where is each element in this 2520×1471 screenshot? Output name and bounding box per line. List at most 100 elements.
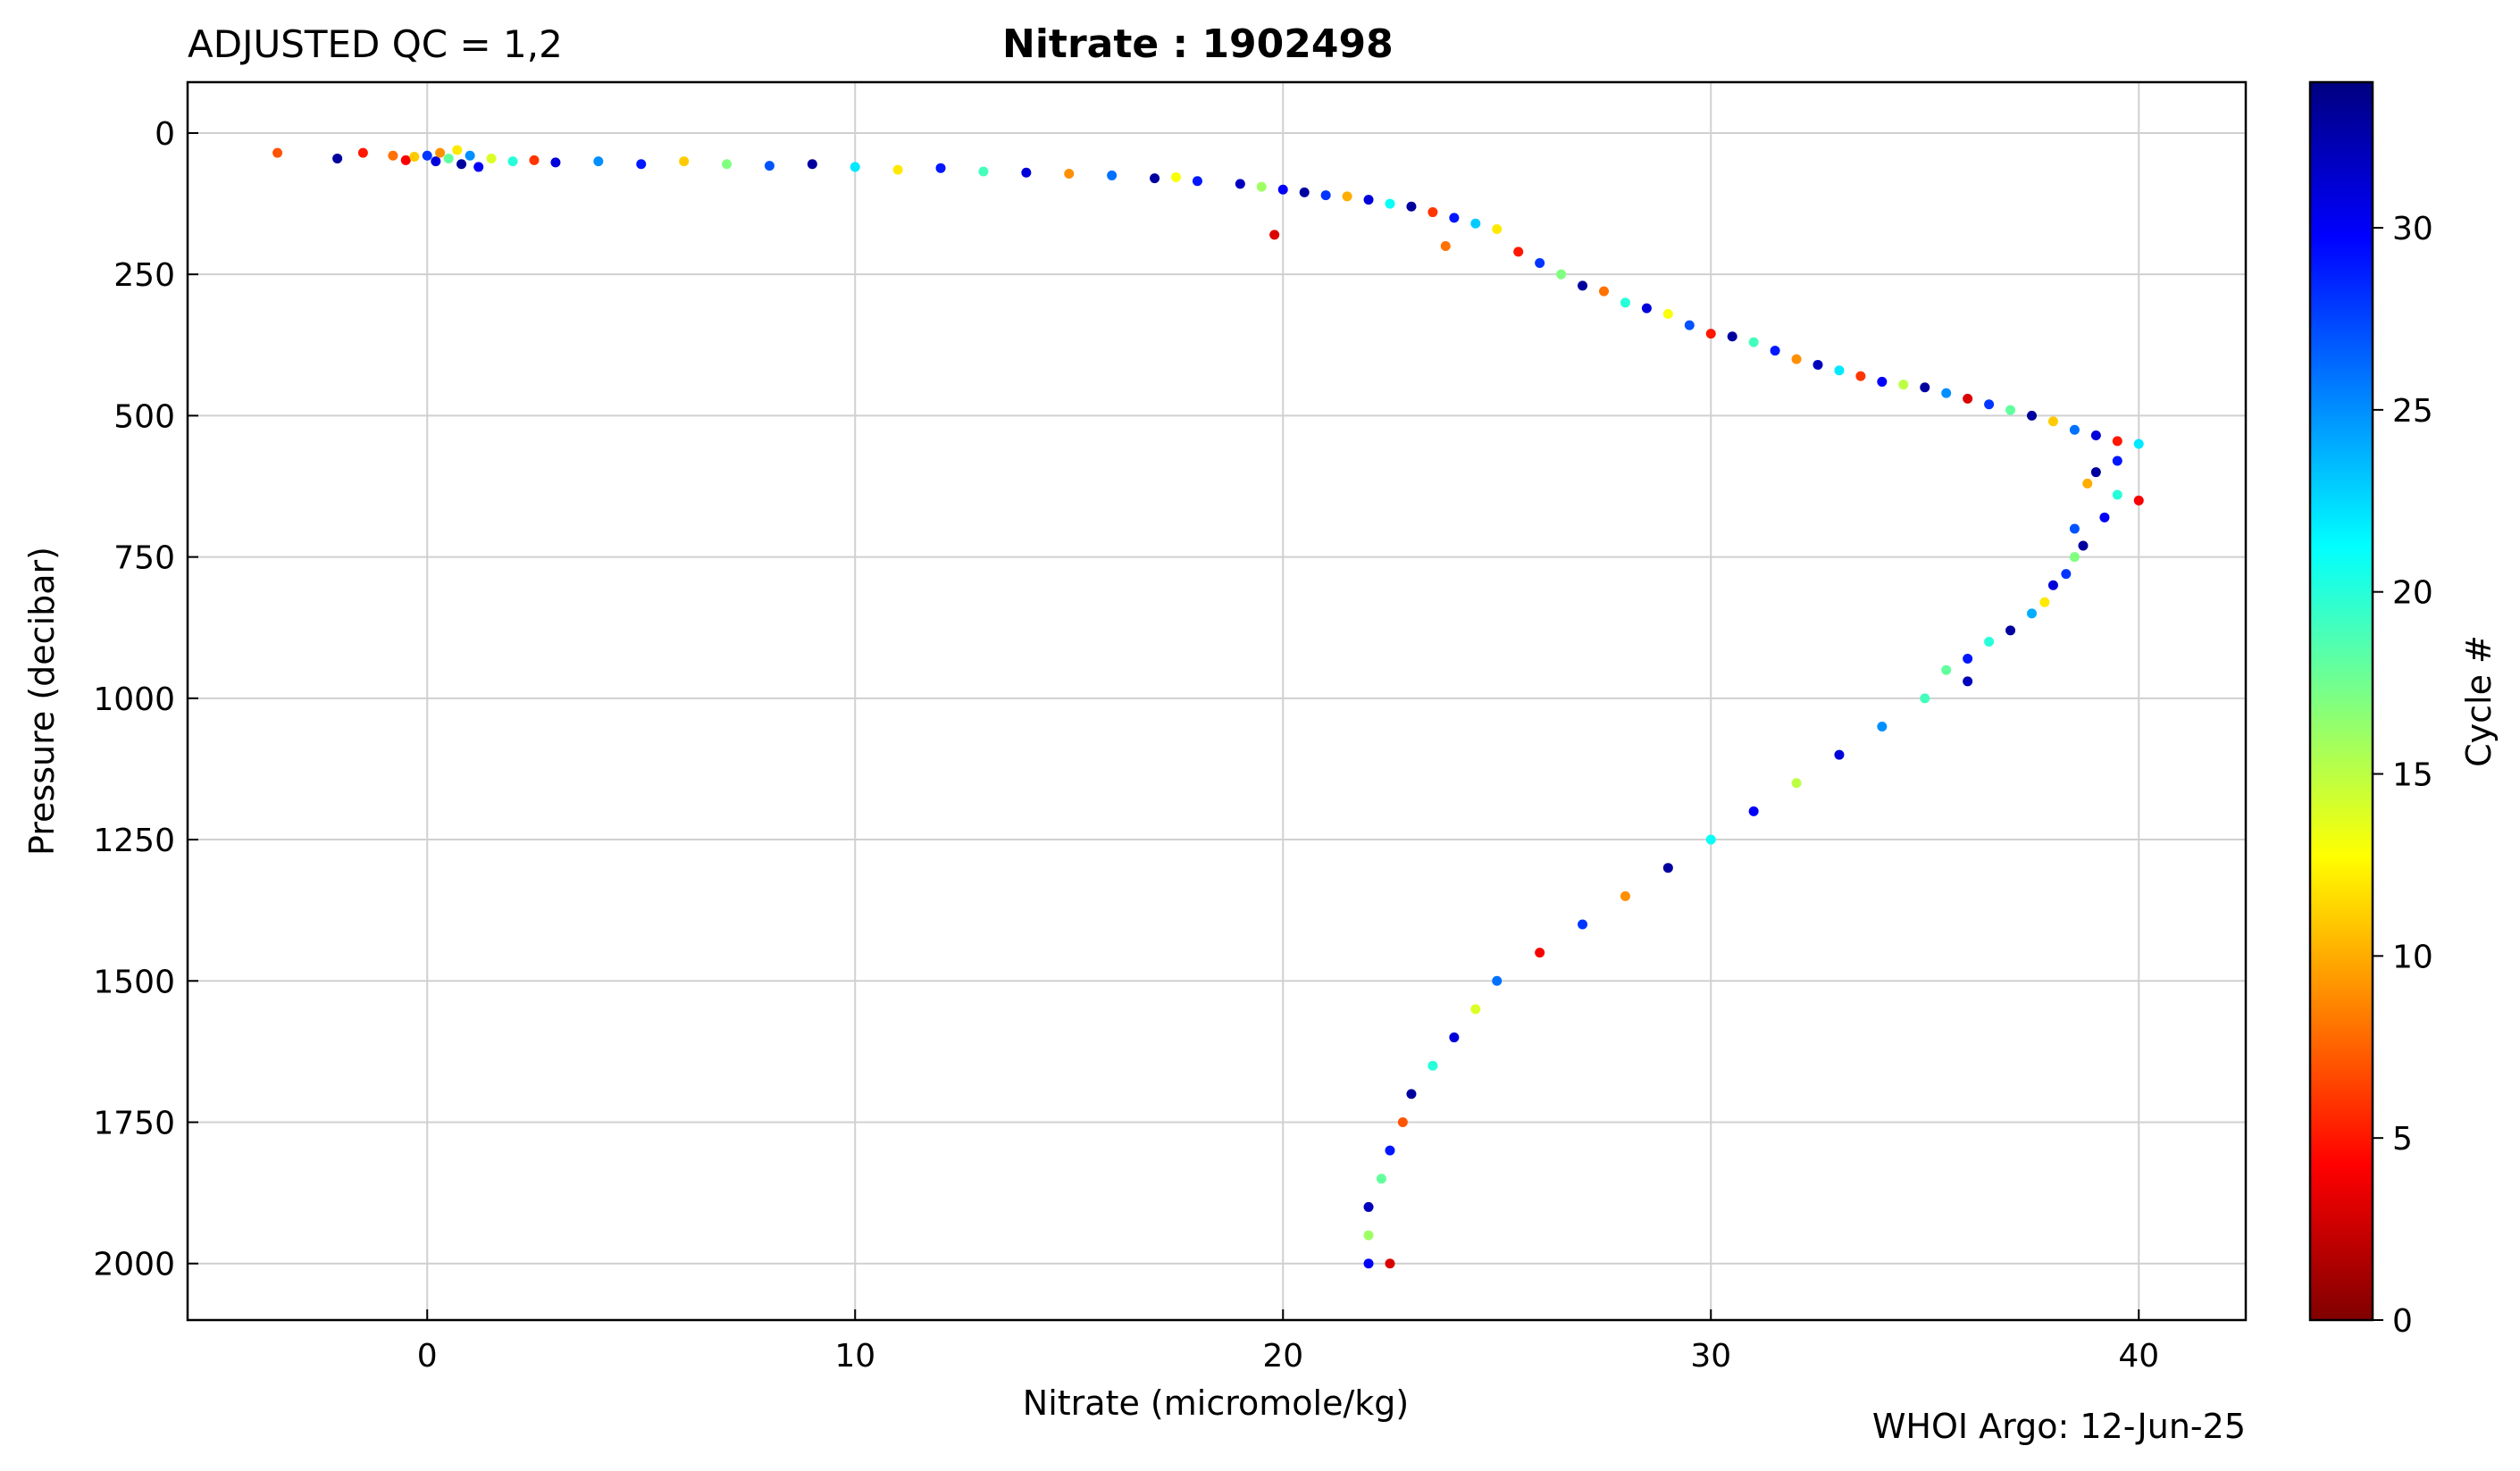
data-point — [2061, 569, 2072, 580]
data-point — [2005, 625, 2016, 636]
data-point — [2112, 436, 2122, 447]
data-point — [1662, 308, 1673, 319]
data-point — [1427, 207, 1438, 218]
data-point — [1406, 1089, 1417, 1099]
data-point — [1963, 676, 1973, 687]
data-point — [443, 153, 454, 163]
data-point — [1256, 181, 1267, 192]
colorbar-ticks: 0 5 10 15 20 25 30 — [2373, 211, 2433, 1340]
y-tick-label: 1250 — [93, 823, 175, 859]
data-point — [1376, 1174, 1386, 1184]
data-point — [357, 147, 368, 158]
data-point — [1363, 1230, 1374, 1241]
data-point — [1705, 329, 1716, 339]
data-point — [1941, 388, 1952, 398]
data-point — [1620, 890, 1630, 901]
data-point — [2112, 489, 2122, 500]
data-point — [550, 157, 561, 168]
data-point — [473, 162, 484, 172]
data-point — [435, 147, 446, 158]
y-axis-label: Pressure (decibar) — [22, 547, 62, 856]
data-point — [1449, 1032, 1460, 1043]
data-point — [2039, 597, 2050, 607]
data-point — [1492, 975, 1503, 986]
credit-text: WHOI Argo: 12-Jun-25 — [1872, 1407, 2246, 1446]
data-point — [1578, 280, 1588, 291]
data-point — [1598, 286, 1609, 297]
data-point — [2005, 405, 2016, 415]
data-point — [1941, 664, 1952, 675]
data-point — [892, 164, 903, 175]
data-point — [486, 153, 497, 163]
data-point — [452, 145, 463, 155]
data-point — [1813, 359, 1823, 370]
data-point — [1320, 190, 1331, 201]
data-point — [2026, 410, 2037, 421]
data-point — [850, 162, 860, 172]
data-point — [1397, 1116, 1408, 1127]
data-point — [1385, 198, 1395, 209]
data-point — [1748, 337, 1759, 347]
x-tick-label: 40 — [2118, 1338, 2159, 1375]
data-point — [1898, 380, 1909, 390]
colorbar-tick-label: 0 — [2392, 1303, 2413, 1340]
colorbar-tick-label: 5 — [2392, 1121, 2413, 1158]
data-point — [1363, 1201, 1374, 1212]
colorbar — [2308, 80, 2374, 1322]
y-axis-ticks: 0 250 500 750 1000 1250 1500 1750 2000 — [93, 116, 198, 1283]
data-point — [1556, 269, 1567, 280]
x-tick-label: 20 — [1262, 1338, 1303, 1375]
data-point — [1064, 169, 1075, 180]
data-point — [1363, 1258, 1374, 1269]
data-point — [1385, 1258, 1395, 1269]
data-point — [1170, 171, 1181, 182]
data-point — [507, 156, 518, 167]
colorbar-tick-label: 25 — [2392, 393, 2433, 430]
data-point — [2133, 495, 2144, 506]
y-tick-label: 750 — [113, 540, 175, 577]
data-point — [1855, 371, 1866, 381]
data-point — [1107, 170, 1118, 180]
grid — [188, 82, 2246, 1320]
data-point — [1920, 693, 1930, 704]
data-point — [722, 159, 733, 170]
y-tick-label: 1500 — [93, 964, 175, 1000]
data-point — [1641, 303, 1652, 313]
colorbar-tick-label: 20 — [2392, 575, 2433, 612]
y-tick-label: 1000 — [93, 681, 175, 718]
data-point — [1834, 365, 1845, 376]
data-point — [422, 150, 432, 161]
colorbar-tick-label: 15 — [2392, 757, 2433, 794]
data-point — [2026, 608, 2037, 619]
data-point — [2069, 523, 2080, 534]
qc-label: ADJUSTED QC = 1,2 — [188, 22, 563, 66]
data-point — [1877, 376, 1888, 387]
data-point — [1427, 1060, 1438, 1071]
data-point — [1963, 654, 1973, 664]
data-point — [2047, 416, 2058, 427]
data-point — [1705, 834, 1716, 845]
data-point — [1684, 320, 1695, 330]
data-point — [1513, 247, 1524, 257]
data-point — [1877, 721, 1888, 731]
data-point — [1984, 637, 1995, 648]
data-point — [2090, 467, 2101, 478]
data-point — [400, 155, 411, 165]
data-point — [1150, 173, 1160, 184]
x-tick-label: 30 — [1690, 1338, 1731, 1375]
y-tick-label: 2000 — [93, 1247, 175, 1283]
data-point — [2090, 430, 2101, 441]
data-point — [1492, 224, 1503, 235]
data-point — [1406, 201, 1417, 212]
y-tick-label: 500 — [113, 398, 175, 435]
data-point — [2082, 478, 2093, 489]
data-point — [1535, 948, 1545, 958]
x-axis-label: Nitrate (micromole/kg) — [1023, 1383, 1409, 1423]
colorbar-tick-label: 10 — [2392, 939, 2433, 975]
data-point — [1963, 393, 1973, 404]
data-point — [1791, 354, 1802, 364]
data-point — [1269, 230, 1280, 240]
data-point — [636, 159, 647, 170]
data-point — [1385, 1145, 1395, 1156]
data-point — [1662, 863, 1673, 873]
